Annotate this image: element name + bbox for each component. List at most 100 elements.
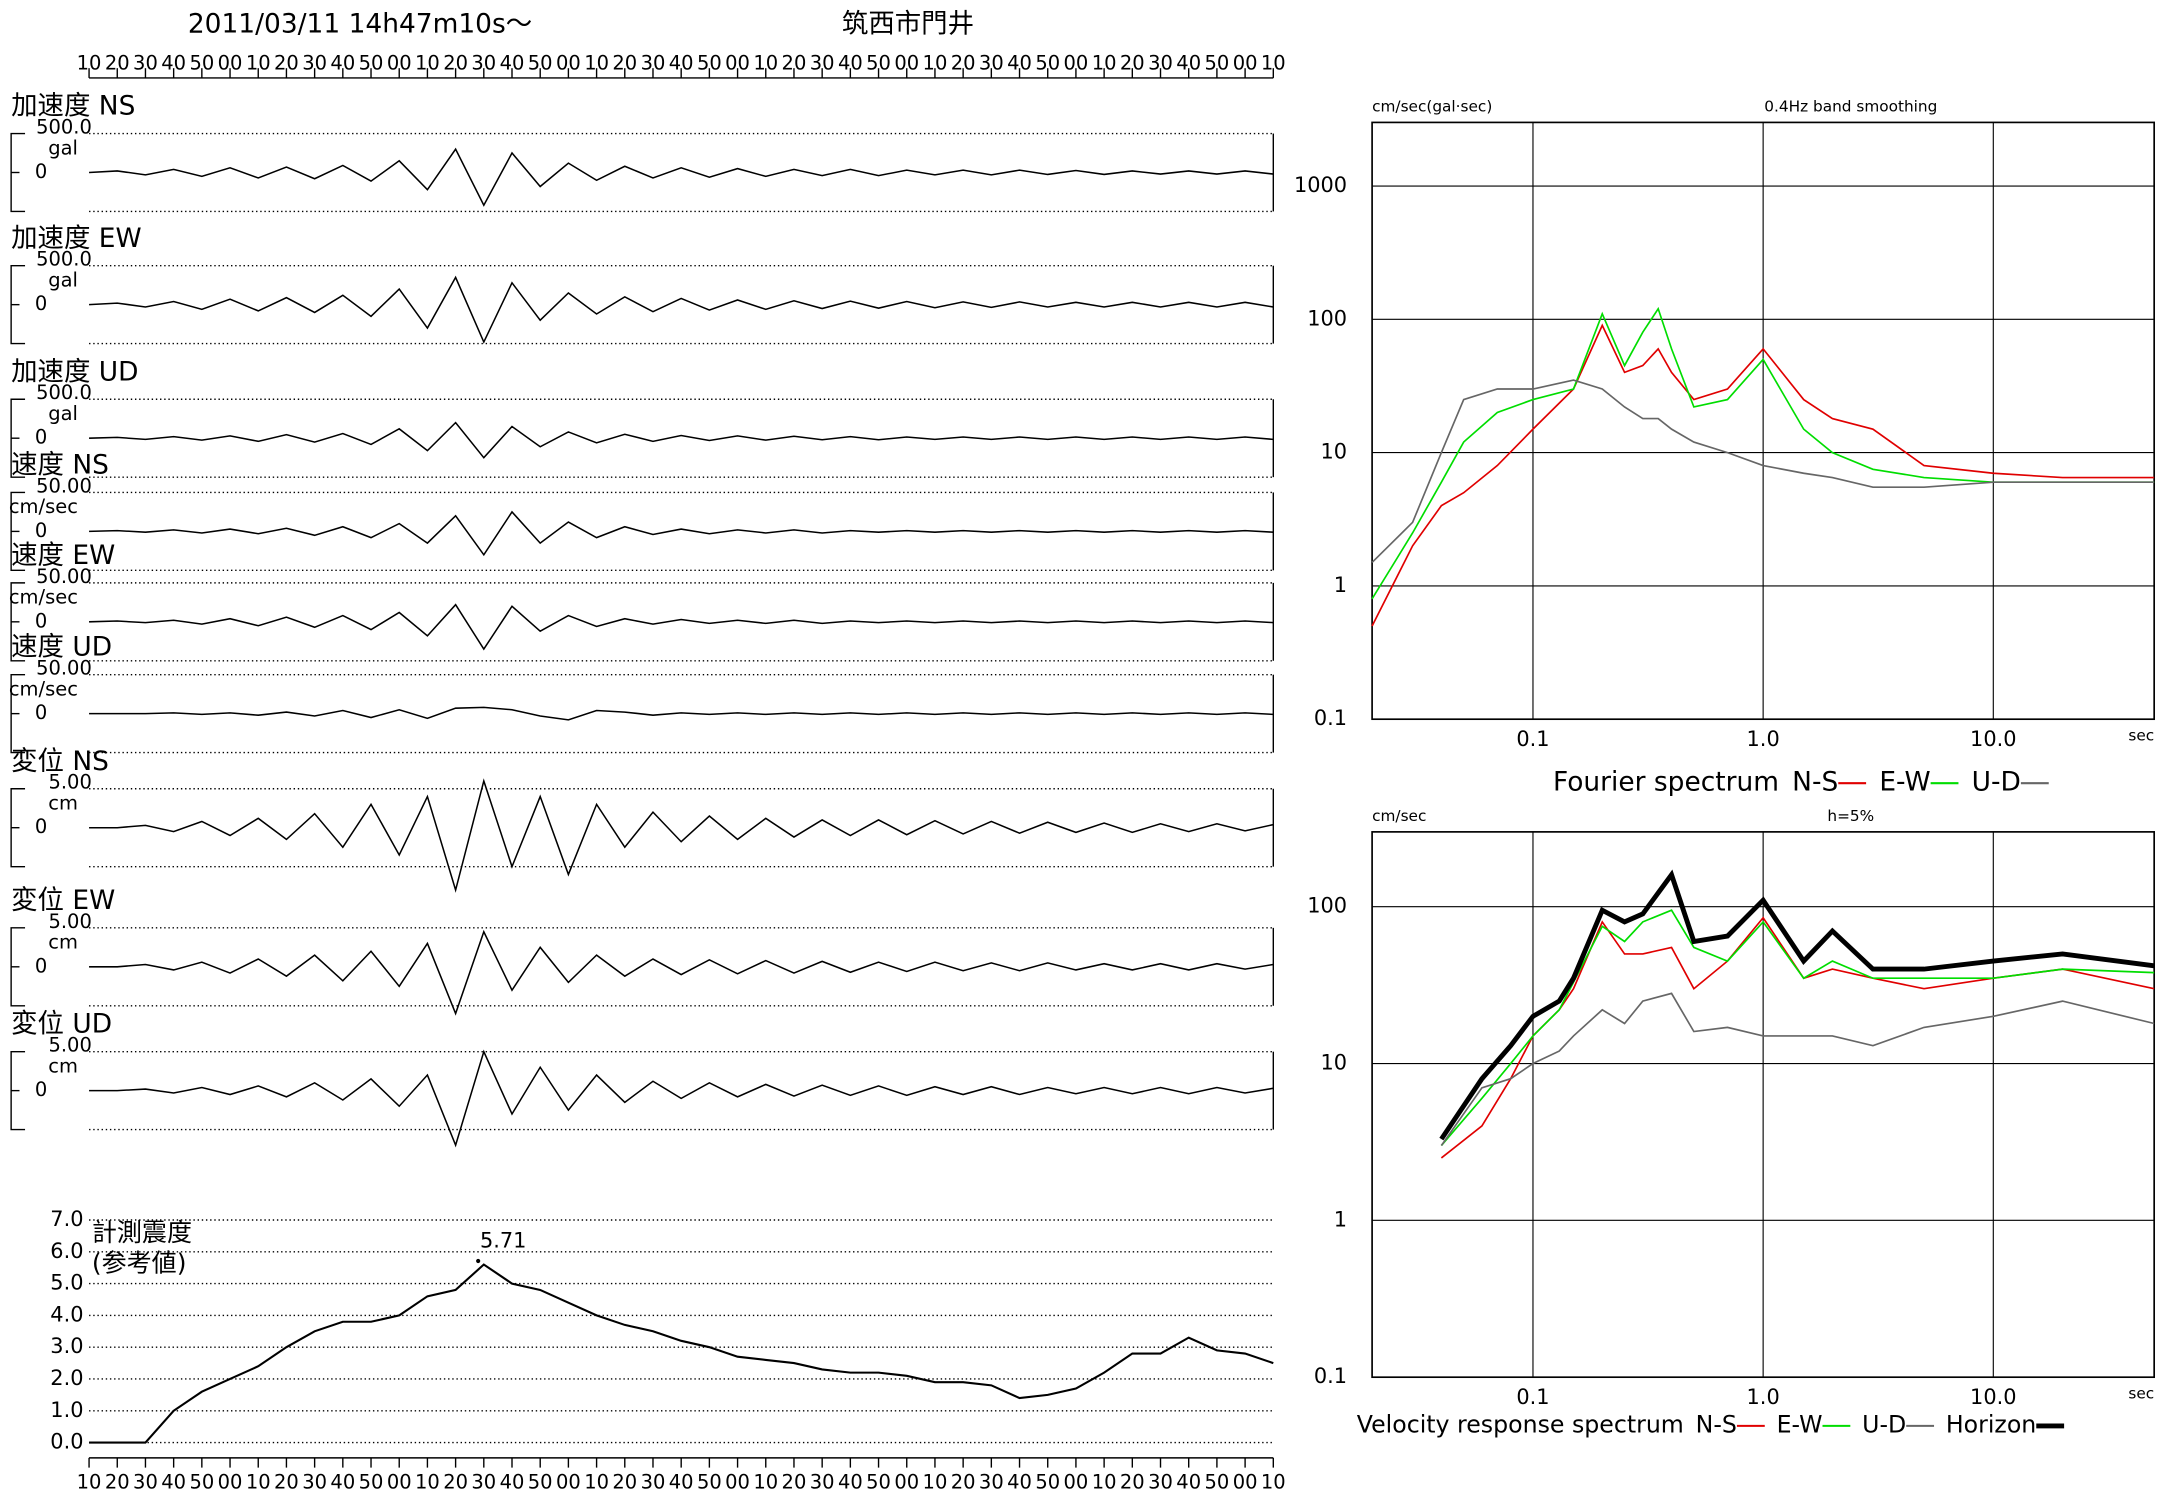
y-tick-label: 5.0 [50, 1271, 83, 1295]
waveform-trace [89, 778, 1274, 893]
time-tick-label: 10 [753, 51, 778, 74]
y-tick-label: 0 [35, 954, 47, 977]
trace-label: 変位 UD [11, 1009, 112, 1040]
spectrum-line [1439, 869, 2155, 1141]
time-tick-label: 00 [1233, 1470, 1258, 1493]
time-tick-label: 30 [641, 51, 666, 74]
time-tick-label: 50 [359, 51, 384, 74]
time-tick-label: 20 [1120, 51, 1145, 74]
waveform-trace [89, 1049, 1274, 1148]
waveform-trace [89, 706, 1274, 721]
time-tick-label: 10 [1261, 51, 1286, 74]
time-tick-label: 40 [161, 51, 186, 74]
time-tick-label: 40 [330, 51, 355, 74]
y-tick-label: 0.1 [1314, 1364, 1347, 1388]
legend-label: U-D [1862, 1410, 1906, 1438]
time-tick-label: 50 [528, 1470, 553, 1493]
time-tick-label: 10 [77, 1470, 102, 1493]
trace-label: 加速度 UD [11, 356, 138, 387]
time-tick-label: 50 [697, 51, 722, 74]
legend-title: Fourier spectrum [1553, 767, 1779, 798]
trace-label: 変位 NS [11, 746, 109, 777]
y-tick-label: 1.0 [50, 1398, 83, 1422]
x-tick-label: 10.0 [1970, 1385, 2016, 1409]
time-tick-label: 50 [1205, 51, 1230, 74]
y-tick-label: 10 [1320, 1051, 1347, 1075]
waveform-trace [89, 147, 1274, 207]
x-tick-label: 10.0 [1970, 727, 2016, 751]
time-tick-label: 20 [1120, 1470, 1145, 1493]
unit-label: gal [48, 269, 78, 292]
time-tick-label: 00 [1064, 1470, 1089, 1493]
time-tick-label: 30 [641, 1470, 666, 1493]
y-tick-label: 1 [1334, 1207, 1347, 1231]
peak-marker [476, 1258, 481, 1264]
spectrum-line [1371, 323, 2155, 627]
time-tick-label: 50 [189, 1470, 214, 1493]
time-tick-label: 00 [725, 1470, 750, 1493]
time-tick-label: 20 [105, 51, 130, 74]
time-tick-label: 50 [359, 1470, 384, 1493]
time-tick-label: 00 [556, 51, 581, 74]
time-tick-label: 10 [753, 1470, 778, 1493]
time-tick-label: 40 [500, 1470, 525, 1493]
unit-label: cm/sec [9, 586, 78, 609]
time-tick-label: 40 [330, 1470, 355, 1493]
spectrum-line [1371, 379, 2155, 564]
time-tick-label: 20 [951, 51, 976, 74]
plot-note: h=5% [1827, 807, 1874, 825]
time-tick-label: 40 [1007, 1470, 1032, 1493]
time-tick-label: 10 [923, 51, 948, 74]
time-tick-label: 30 [133, 1470, 158, 1493]
time-tick-label: 20 [612, 51, 637, 74]
x-tick-label: 1.0 [1747, 727, 1780, 751]
time-tick-label: 40 [161, 1470, 186, 1493]
legend-label: E-W [1777, 1410, 1823, 1438]
y-tick-label: 6.0 [50, 1239, 83, 1263]
y-tick-label: 5.00 [48, 910, 91, 933]
unit-label: cm [48, 792, 78, 815]
time-tick-label: 10 [1092, 1470, 1117, 1493]
waveform-trace [89, 421, 1274, 459]
y-tick-label: 3.0 [50, 1334, 83, 1358]
time-tick-label: 40 [669, 1470, 694, 1493]
time-tick-label: 30 [810, 51, 835, 74]
y-tick-label: 0.1 [1314, 706, 1347, 730]
y-tick-label: 50.00 [36, 657, 92, 680]
unit-label: cm [48, 931, 78, 954]
intensity-line [89, 1263, 1274, 1444]
legend-title: Velocity response spectrum [1357, 1410, 1684, 1438]
y-tick-label: 5.00 [48, 1034, 91, 1057]
y-tick-label: 500.0 [36, 248, 92, 271]
time-tick-label: 00 [218, 1470, 243, 1493]
time-tick-label: 30 [810, 1470, 835, 1493]
time-tick-label: 50 [1205, 1470, 1230, 1493]
unit-label: gal [48, 402, 78, 425]
time-tick-label: 30 [471, 51, 496, 74]
y-tick-label: 50.00 [36, 565, 92, 588]
time-tick-label: 10 [584, 51, 609, 74]
time-tick-label: 20 [443, 1470, 468, 1493]
waveform-trace [89, 603, 1274, 651]
time-tick-label: 20 [951, 1470, 976, 1493]
time-tick-label: 30 [979, 51, 1004, 74]
waveform-trace [89, 929, 1274, 1016]
legend-label: N-S [1792, 767, 1838, 798]
time-tick-label: 00 [894, 51, 919, 74]
y-tick-label: 1000 [1294, 173, 1347, 197]
time-tick-label: 40 [1176, 1470, 1201, 1493]
time-tick-label: 40 [500, 51, 525, 74]
time-tick-label: 20 [274, 1470, 299, 1493]
y-tick-label: 5.00 [48, 771, 91, 794]
station-name: 筑西市門井 [842, 9, 974, 40]
time-tick-label: 10 [1092, 51, 1117, 74]
y-tick-label: 4.0 [50, 1302, 83, 1326]
trace-label: 速度 NS [11, 450, 109, 481]
time-tick-label: 50 [1035, 51, 1060, 74]
y-tick-label: 0 [35, 426, 47, 449]
y-axis-label: cm/sec [1372, 807, 1426, 825]
time-tick-label: 00 [1064, 51, 1089, 74]
y-tick-label: 10 [1320, 440, 1347, 464]
time-tick-label: 10 [923, 1470, 948, 1493]
x-axis-label: sec [2128, 1384, 2154, 1402]
